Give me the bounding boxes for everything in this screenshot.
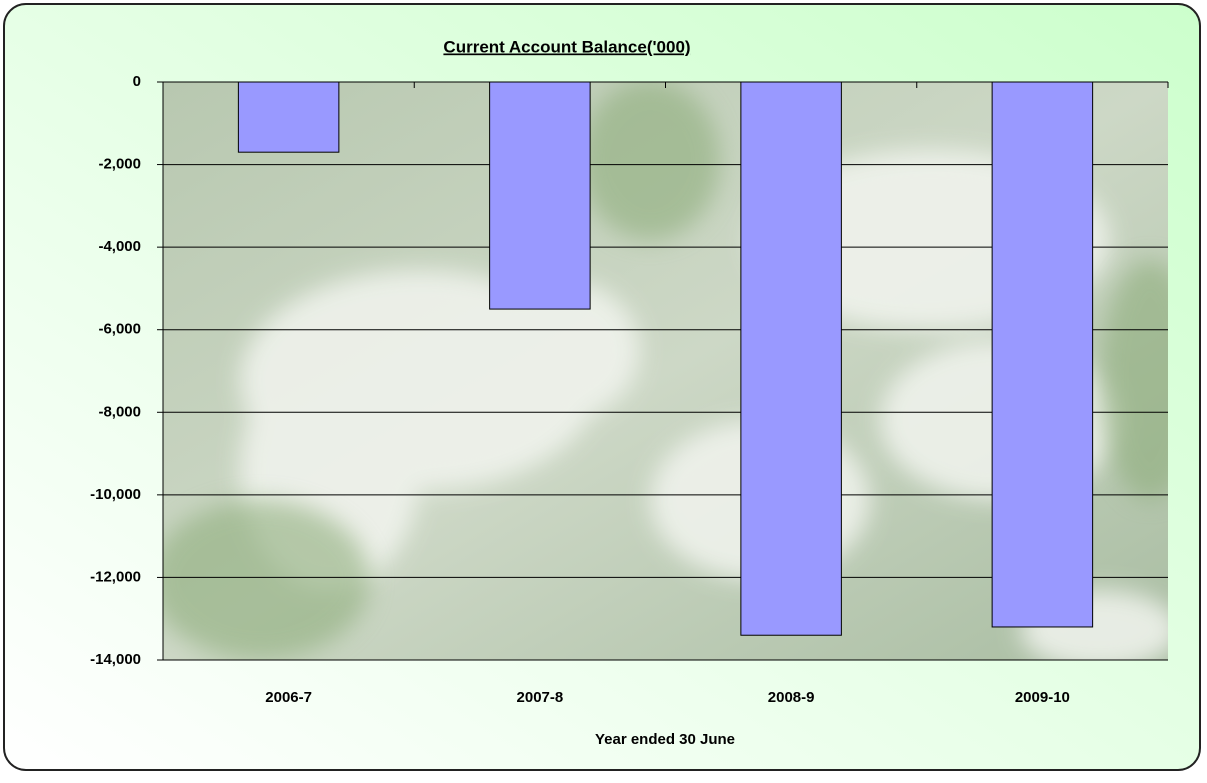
y-tick-label: -8,000 bbox=[98, 403, 141, 420]
y-tick-label: 0 bbox=[133, 73, 141, 90]
y-tick-label: -6,000 bbox=[98, 321, 141, 338]
y-tick-label: -12,000 bbox=[90, 568, 141, 585]
x-tick-label: 2009-10 bbox=[1015, 689, 1070, 706]
bar bbox=[237, 81, 340, 153]
y-tick-label: -2,000 bbox=[98, 156, 141, 173]
bar bbox=[489, 81, 591, 310]
chart-title: Current Account Balance('000) bbox=[443, 37, 690, 56]
y-tick-label: -14,000 bbox=[90, 651, 141, 668]
x-tick-label: 2008-9 bbox=[768, 689, 815, 706]
y-tick-label: -4,000 bbox=[98, 238, 141, 255]
x-tick-label: 2007-8 bbox=[517, 689, 564, 706]
bar bbox=[991, 81, 1094, 628]
y-tick-label: -10,000 bbox=[90, 486, 141, 503]
x-tick-label: 2006-7 bbox=[265, 689, 312, 706]
bar bbox=[740, 81, 842, 636]
x-axis-label: Year ended 30 June bbox=[595, 731, 735, 748]
